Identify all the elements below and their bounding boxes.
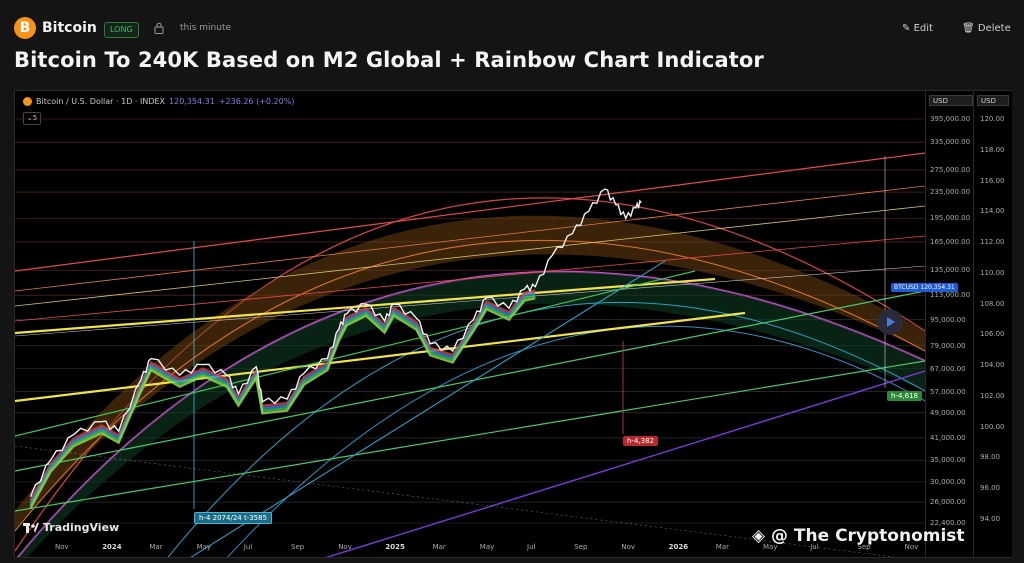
delete-button[interactable]: 🗑 Delete: [962, 23, 1011, 34]
axis-unit-selector[interactable]: USD: [929, 95, 973, 106]
asset-name[interactable]: Bitcoin: [42, 20, 97, 36]
price-tick-label: 395,000.00: [930, 115, 971, 123]
time-tick-label: 2026: [668, 543, 689, 551]
price-tick-label: 275,000.00: [930, 165, 971, 174]
current-price-tag: BTCUSD 120,354.31: [891, 283, 958, 292]
price-tick-label: 335,000.00: [930, 138, 971, 147]
timestamp: this minute: [180, 23, 232, 33]
bitcoin-icon: [23, 97, 32, 106]
secondary-tick-label: 100.00: [980, 422, 1005, 431]
tradingview-label: TradingView: [43, 521, 120, 534]
secondary-tick-label: 106.00: [980, 330, 1005, 339]
time-tick-label: Jul: [243, 543, 253, 551]
secondary-tick-label: 116.00: [980, 176, 1005, 185]
time-tick-label: Nov: [621, 543, 636, 551]
secondary-tick-label: 94.00: [980, 515, 1001, 523]
price-tick-label: 30,000.00: [930, 477, 966, 486]
price-tick-label: 235,000.00: [930, 188, 971, 197]
price-tick-label: 49,000.00: [930, 408, 966, 417]
secondary-tick-label: 118.00: [980, 145, 1005, 154]
tradingview-icon: [23, 522, 39, 533]
price-tick-label: 35,000.00: [930, 456, 966, 465]
time-tick-label: May: [763, 543, 778, 551]
time-tick-label: 2024: [102, 543, 122, 551]
page-title: Bitcoin To 240K Based on M2 Global + Rai…: [14, 48, 764, 72]
secondary-tick-label: 108.00: [980, 299, 1005, 308]
price-tick-label: 195,000.00: [930, 214, 971, 223]
delete-label: Delete: [977, 23, 1011, 34]
time-tick-label: 2025: [385, 543, 405, 551]
time-tick-label: Mar: [715, 543, 730, 551]
bitcoin-icon: B: [14, 17, 36, 39]
trend-lines: [15, 152, 925, 557]
edit-label: Edit: [913, 23, 933, 34]
secondary-tick-label: 112.00: [980, 238, 1005, 247]
price-tick-label: 95,000.00: [930, 315, 966, 324]
price-axis-right[interactable]: USD 120.00 118.00 116.00 114.00 112.00 110.00…: [973, 91, 1012, 557]
chart-panel[interactable]: Bitcoin / U.S. Dollar · 1D · INDEX 120,3…: [14, 90, 1012, 558]
secondary-tick-label: 104.00: [980, 361, 1005, 370]
time-tick-label: Jul: [527, 543, 536, 551]
tradingview-logo: TradingView: [23, 521, 119, 534]
price-tick-label: 26,000.00: [930, 498, 966, 507]
header-bar: B Bitcoin LONG this minute ✎ Edit 🗑 Dele…: [0, 0, 1024, 52]
play-button[interactable]: [877, 309, 903, 335]
watermark-text: @ The Cryptonomist: [771, 526, 965, 546]
secondary-tick-label: 96.00: [980, 484, 1001, 493]
time-tick-label: Sep: [291, 543, 305, 551]
chart-canvas[interactable]: [15, 91, 925, 557]
rainbow-arcs: [15, 197, 925, 557]
trash-icon: 🗑: [962, 23, 975, 34]
secondary-tick-label: 120.00: [980, 115, 1005, 123]
time-tick-label: Nov: [338, 543, 352, 551]
time-tick-label: Jul: [810, 543, 819, 551]
legend-change: +236.26 (+0.20%): [218, 97, 295, 106]
price-tick-label: 57,000.00: [930, 387, 966, 396]
time-tick-label: May: [196, 543, 212, 551]
price-axis-left[interactable]: USD 395,000.00 335,000.00 275,000.00 235,00…: [925, 91, 974, 557]
price-tick-label: 165,000.00: [930, 237, 971, 246]
secondary-tick-label: 114.00: [980, 207, 1005, 216]
measure-tag-cyan: h-4 2074/24 t-3585: [194, 512, 273, 524]
time-tick-label: Nov: [904, 543, 919, 551]
edit-button[interactable]: ✎ Edit: [902, 23, 933, 34]
price-tick-label: 135,000.00: [930, 266, 971, 275]
collapse-indicators-button[interactable]: ⌄5: [23, 112, 41, 125]
binance-square-icon: ◈: [752, 526, 766, 546]
chart-legend: Bitcoin / U.S. Dollar · 1D · INDEX 120,3…: [23, 97, 294, 106]
price-tick-label: 22,400.00: [930, 519, 966, 527]
time-tick-label: Mar: [149, 543, 163, 551]
chevron-icon: ⌄: [26, 114, 33, 122]
price-line: [29, 188, 642, 497]
indicator-count: 5: [32, 114, 38, 122]
ribbon-band: [29, 297, 536, 509]
price-tick-label: 79,000.00: [930, 341, 966, 350]
watermark: ◈ @ The Cryptonomist: [752, 526, 965, 546]
measure-tag-red: h-4,382: [623, 436, 659, 446]
price-tick-label: 113,000.00: [930, 291, 971, 300]
price-tick-label: 41,000.00: [930, 433, 966, 442]
time-tick-label: Mar: [432, 543, 446, 551]
secondary-tick-label: 102.00: [980, 391, 1005, 400]
price-tick-label: 67,000.00: [930, 364, 966, 373]
legend-price: 120,354.31: [169, 97, 215, 106]
price-tag-value: 120,354.31: [920, 284, 955, 291]
measure-tag-green: h-4,618: [887, 391, 923, 401]
time-tick-label: Sep: [857, 543, 871, 551]
time-tick-label: May: [479, 543, 495, 551]
legend-symbol: Bitcoin / U.S. Dollar · 1D · INDEX: [36, 97, 166, 106]
pencil-icon: ✎: [902, 23, 911, 34]
axis2-unit-selector[interactable]: USD: [977, 95, 1009, 106]
moving-average-ribbons: [29, 289, 536, 509]
lock-icon: [154, 22, 164, 34]
price-tag-symbol: BTCUSD: [894, 284, 919, 291]
secondary-tick-label: 110.00: [980, 268, 1005, 277]
time-tick-label: Sep: [574, 543, 588, 551]
long-badge: LONG: [104, 22, 139, 38]
time-tick-label: Nov: [55, 543, 69, 551]
secondary-tick-label: 98.00: [980, 453, 1001, 462]
